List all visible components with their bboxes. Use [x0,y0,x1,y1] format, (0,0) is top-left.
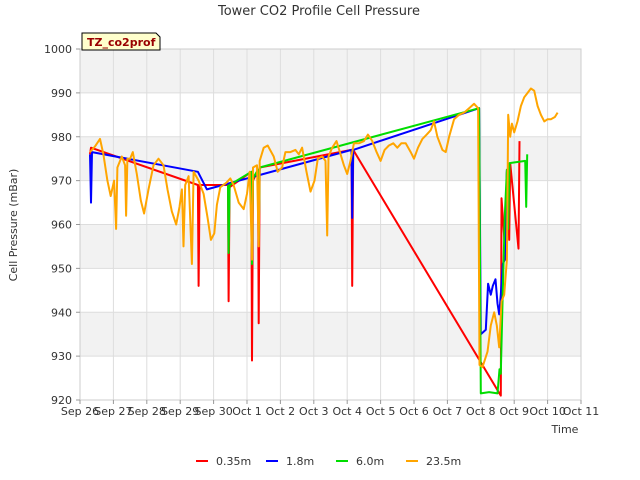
legend-label-6.0m: 6.0m [356,455,384,468]
y-tick-label: 960 [51,219,72,232]
legend-label-0.35m: 0.35m [216,455,251,468]
x-tick-label: Oct 9 [499,405,529,418]
x-tick-label: Sep 27 [94,405,132,418]
x-tick-label: Sep 28 [128,405,166,418]
x-tick-label: Oct 10 [529,405,566,418]
y-tick-label: 920 [51,394,72,407]
x-tick-label: Sep 30 [194,405,232,418]
grid-band [80,49,581,93]
grid-band [80,312,581,357]
y-tick-label: 1000 [44,43,72,56]
y-tick-label: 990 [51,87,72,100]
x-tick-label: Oct 1 [232,405,262,418]
x-tick-label: Oct 6 [399,405,429,418]
series-line-23.5m [89,87,559,369]
y-tick-label: 970 [51,175,72,188]
legend: 0.35m 1.8m 6.0m 23.5m [196,455,461,468]
x-tick-label: Sep 29 [161,405,199,418]
x-axis-label: Time [551,423,579,436]
x-tick-label: Oct 7 [433,405,463,418]
x-tick-label: Oct 11 [563,405,600,418]
plot-area [79,48,582,401]
x-tick-label: Oct 2 [266,405,296,418]
x-tick-label: Oct 3 [299,405,329,418]
y-tick-label: 980 [51,131,72,144]
y-axis-ticks: 920 930 940 950 960 970 980 990 1000 [44,43,80,407]
y-axis-label: Cell Pressure (mBar) [7,169,20,282]
series-lines [89,87,559,397]
x-tick-label: Oct 5 [366,405,396,418]
y-tick-label: 940 [51,306,72,319]
x-tick-label: Sep 26 [61,405,99,418]
x-tick-label: Oct 8 [466,405,496,418]
y-tick-label: 930 [51,350,72,363]
legend-label-1.8m: 1.8m [286,455,314,468]
grid-band [80,224,581,269]
legend-label-23.5m: 23.5m [426,455,461,468]
chart-title: Tower CO2 Profile Cell Pressure [217,4,420,19]
site-label-box: TZ_co2prof [81,32,161,51]
site-label: TZ_co2prof [87,36,156,49]
y-tick-label: 950 [51,262,72,275]
series-line-1.8m [89,107,510,336]
site-label-background [81,32,161,51]
x-tick-label: Oct 4 [332,405,362,418]
